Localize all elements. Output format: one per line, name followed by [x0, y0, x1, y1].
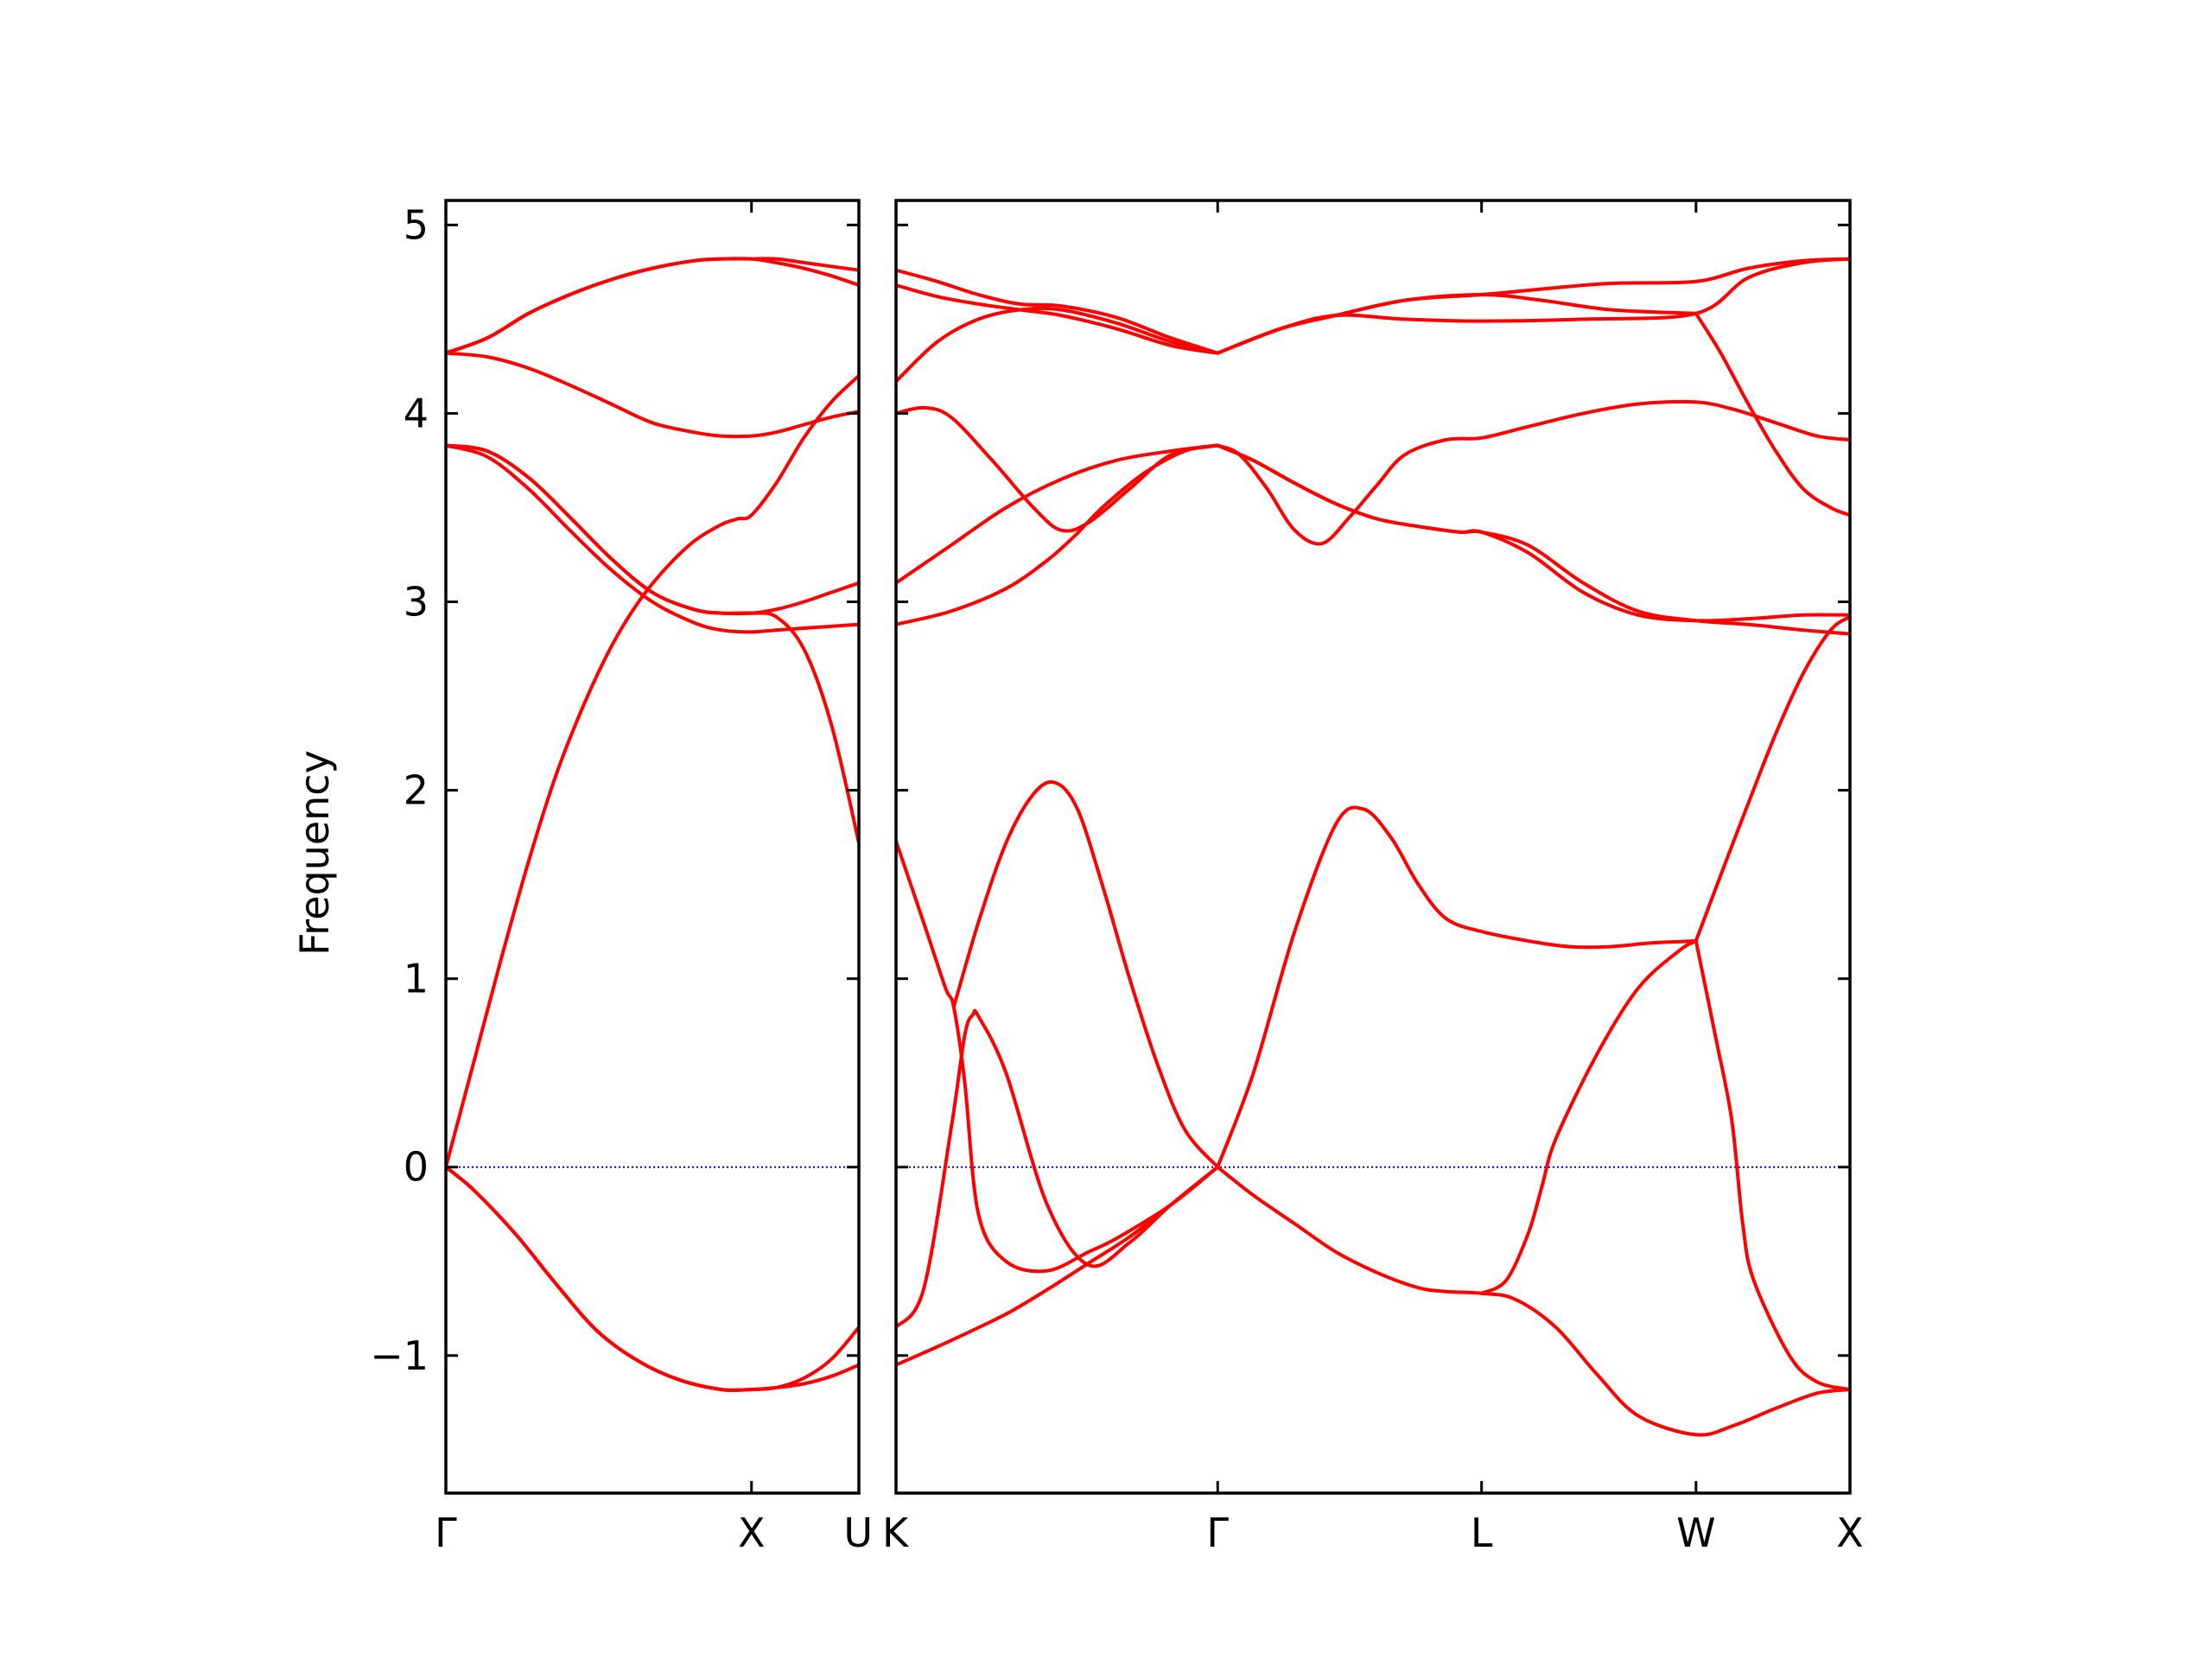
- band-lines: [896, 257, 1850, 1437]
- band-branch: [446, 373, 859, 1169]
- band-branch: [446, 351, 859, 439]
- plot-frame: [444, 199, 861, 1495]
- band-branch: [896, 443, 1220, 626]
- y-tick-label: 1: [404, 956, 429, 1002]
- band-branch: [446, 443, 859, 634]
- band-branch: [1216, 399, 1850, 546]
- band-branch: [896, 268, 1220, 355]
- y-tick-label: 0: [404, 1144, 429, 1191]
- band-branch: [951, 780, 1220, 1169]
- band-branch: [1216, 805, 1698, 1169]
- y-tick-label: 3: [404, 579, 429, 626]
- x-tick-label: W: [1676, 1510, 1715, 1556]
- band-branch: [1694, 311, 1850, 518]
- x-tick-label: Γ: [1206, 1510, 1229, 1556]
- y-tick-label: −1: [370, 1332, 429, 1379]
- band-branch: [896, 1008, 1220, 1330]
- band-branch: [1216, 443, 1850, 623]
- x-tick-label: X: [1836, 1510, 1864, 1556]
- band-branch: [446, 1165, 859, 1392]
- x-tick-label: U: [843, 1510, 873, 1556]
- plot-frame: [894, 199, 1852, 1495]
- band-branch: [896, 443, 1220, 585]
- y-tick-label: 5: [404, 201, 429, 248]
- panel-left: −1 0 1 2 3 4 5 Γ X U: [370, 199, 873, 1556]
- band-branch: [896, 405, 1220, 533]
- band-branch: [896, 306, 1220, 384]
- y-axis-label: Frequency: [291, 750, 338, 956]
- band-branch: [1216, 1165, 1850, 1437]
- band-branch: [1216, 257, 1850, 355]
- x-tick-label: Γ: [435, 1510, 457, 1556]
- band-branch: [1479, 939, 1698, 1295]
- x-tick-label: L: [1471, 1510, 1493, 1556]
- band-lines: [446, 257, 859, 1392]
- y-tick-label: 2: [404, 767, 429, 814]
- band-branch: [896, 839, 1220, 1274]
- x-tick-label: X: [738, 1510, 766, 1556]
- x-tick-label: K: [882, 1510, 910, 1556]
- band-branch: [446, 443, 859, 616]
- y-tick-label: 4: [404, 390, 429, 436]
- band-branch: [1694, 939, 1850, 1392]
- band-branch: [446, 257, 859, 355]
- band-branch: [896, 283, 1220, 355]
